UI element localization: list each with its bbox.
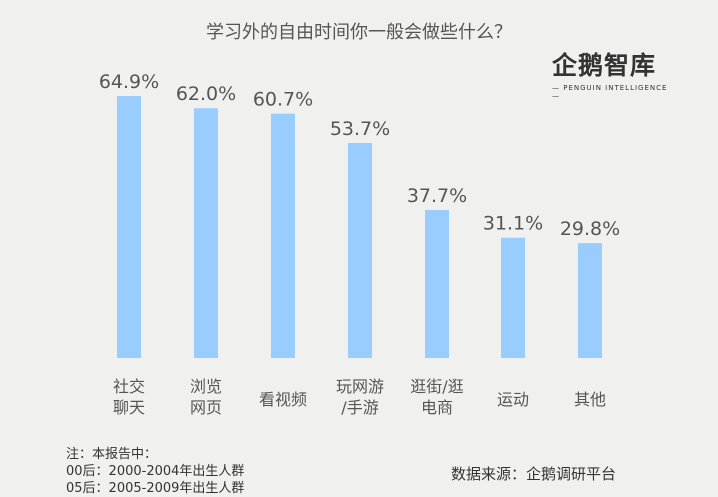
note-line: 注：本报告中： bbox=[66, 447, 158, 462]
category-label: 电商 bbox=[421, 398, 453, 417]
data-label: 31.1% bbox=[483, 213, 543, 235]
data-label: 64.9% bbox=[99, 71, 159, 93]
data-label: 62.0% bbox=[176, 83, 236, 105]
category-label: 逛街/逛 bbox=[410, 377, 463, 396]
category-label: 浏览 bbox=[190, 377, 222, 396]
bar bbox=[578, 243, 602, 358]
category-label: 其他 bbox=[574, 390, 606, 409]
category-label: 运动 bbox=[497, 390, 529, 409]
category-label: 聊天 bbox=[113, 398, 145, 417]
bar bbox=[117, 96, 141, 358]
bar bbox=[501, 237, 525, 358]
data-label: 53.7% bbox=[330, 118, 390, 140]
data-label: 37.7% bbox=[407, 185, 467, 207]
bar bbox=[194, 108, 218, 358]
note-line: 00后：2000-2004年出生人群 bbox=[66, 464, 245, 479]
category-label: 看视频 bbox=[259, 390, 307, 409]
logo: 企鹅智库 — PENGUIN INTELLIGENCE — bbox=[552, 46, 672, 100]
data-label: 60.7% bbox=[253, 89, 313, 111]
category-label: 网页 bbox=[190, 398, 222, 417]
category-label: 社交 bbox=[113, 377, 145, 396]
logo-subtitle: — PENGUIN INTELLIGENCE — bbox=[552, 84, 668, 100]
bar bbox=[425, 210, 449, 358]
bar bbox=[271, 113, 295, 359]
bar bbox=[348, 142, 372, 358]
chart-title: 学习外的自由时间你一般会做些什么？ bbox=[206, 22, 512, 43]
note-line: 05后：2005-2009年出生人群 bbox=[66, 481, 245, 496]
data-label: 29.8% bbox=[560, 218, 620, 240]
category-label: 玩网游 bbox=[336, 377, 384, 396]
data-source: 数据来源：企鹅调研平台 bbox=[451, 465, 617, 483]
category-label: /手游 bbox=[341, 398, 378, 417]
logo-text: 企鹅智库 bbox=[552, 51, 657, 80]
